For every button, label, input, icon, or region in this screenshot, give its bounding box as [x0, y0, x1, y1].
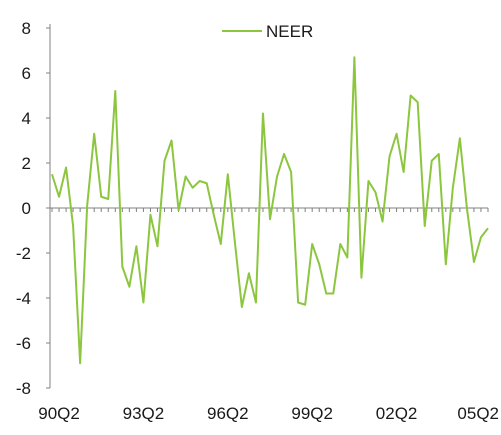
- y-tick-label: 4: [22, 109, 31, 128]
- legend: NEER: [222, 22, 313, 41]
- y-axis-ticks: 8 6 4 2 0 -2 -4 -6 -8: [16, 19, 50, 398]
- series-layer: [52, 57, 488, 363]
- x-tick-label: 90Q2: [38, 404, 80, 423]
- x-tick-label: 99Q2: [291, 404, 333, 423]
- y-tick-label: -6: [16, 334, 31, 353]
- x-tick-label: 05Q2: [457, 404, 499, 423]
- y-tick-label: 0: [22, 199, 31, 218]
- x-tick-label: 02Q2: [376, 404, 418, 423]
- y-tick-label: 2: [22, 154, 31, 173]
- y-tick-label: 8: [22, 19, 31, 38]
- y-tick-label: -8: [16, 379, 31, 398]
- y-tick-label: -4: [16, 289, 31, 308]
- x-axis-ticks: 90Q2 93Q2 96Q2 99Q2 02Q2 05Q2: [38, 208, 499, 423]
- x-tick-label: 96Q2: [207, 404, 249, 423]
- x-tick-label: 93Q2: [123, 404, 165, 423]
- y-tick-label: -2: [16, 244, 31, 263]
- legend-label: NEER: [266, 22, 313, 41]
- series-line-neer: [52, 57, 488, 363]
- y-tick-label: 6: [22, 64, 31, 83]
